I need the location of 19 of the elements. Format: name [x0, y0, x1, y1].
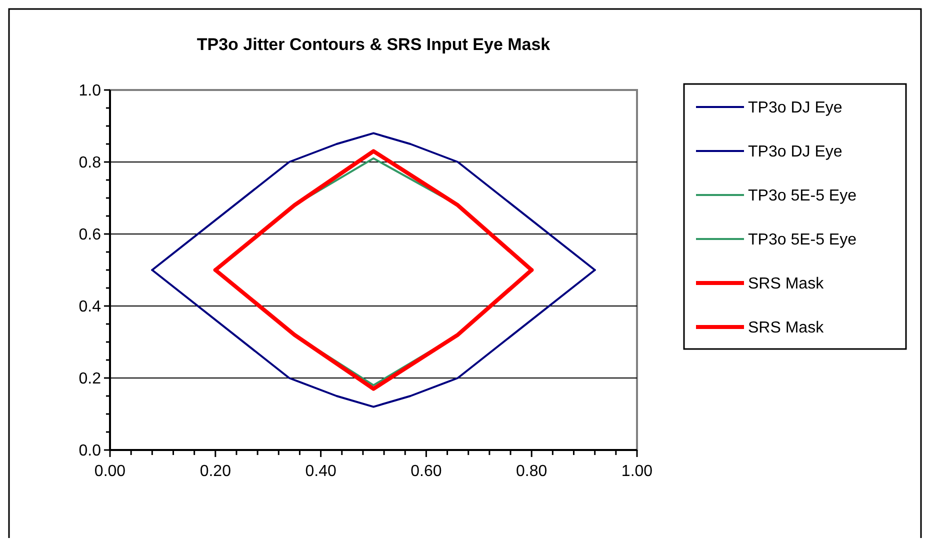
legend-label: TP3o DJ Eye: [748, 100, 842, 117]
legend-label: TP3o 5E-5 Eye: [748, 232, 857, 249]
legend-label: TP3o 5E-5 Eye: [748, 188, 857, 205]
y-tick-label: 1.0: [78, 82, 102, 100]
y-tick-label: 0.4: [78, 298, 102, 316]
y-tick-label: 0.8: [78, 154, 102, 172]
x-tick-label: 0.60: [410, 463, 442, 480]
x-tick-label: 1.00: [621, 463, 653, 480]
x-tick-label: 0.00: [94, 463, 126, 480]
legend-label: TP3o DJ Eye: [748, 144, 842, 161]
legend-label: SRS Mask: [748, 276, 825, 293]
x-tick-label: 0.80: [516, 463, 548, 480]
chart-title: TP3o Jitter Contours & SRS Input Eye Mask: [196, 35, 551, 54]
legend-label: SRS Mask: [748, 320, 825, 337]
x-tick-label: 0.40: [305, 463, 336, 480]
x-tick-label: 0.20: [200, 463, 232, 480]
y-tick-label: 0.6: [78, 226, 102, 244]
y-tick-label: 0.0: [78, 442, 102, 460]
y-tick-label: 0.2: [78, 370, 102, 388]
